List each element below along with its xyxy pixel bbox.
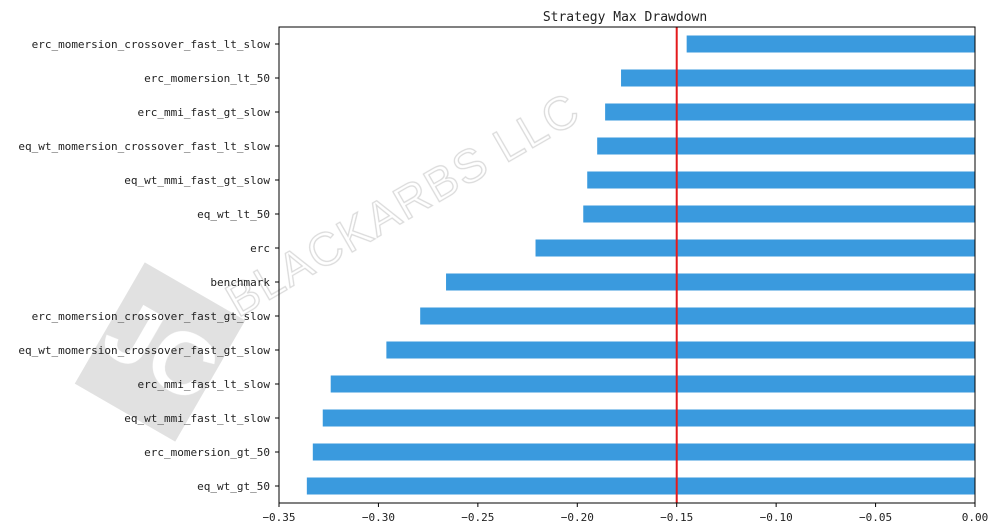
bar-erc_momersion_gt_50 [312, 443, 975, 461]
y-tick-label: erc_momersion_lt_50 [144, 72, 270, 85]
bar-eq_wt_momersion_crossover_fast_gt_slow [386, 341, 976, 359]
y-tick-label: erc_momersion_crossover_fast_gt_slow [32, 310, 271, 323]
bars-group [306, 35, 976, 495]
x-tick-label: −0.10 [760, 511, 793, 524]
bar-eq_wt_gt_50 [306, 477, 976, 495]
y-tick-label: eq_wt_lt_50 [197, 208, 270, 221]
chart-title: Strategy Max Drawdown [543, 10, 707, 25]
x-tick-label: −0.25 [461, 511, 494, 524]
bar-erc_momersion_crossover_fast_gt_slow [420, 307, 975, 325]
y-tick-label: eq_wt_gt_50 [197, 480, 270, 493]
y-tick-label: erc_mmi_fast_gt_slow [138, 106, 271, 119]
bar-erc_momersion_crossover_fast_lt_slow [686, 35, 975, 53]
bar-benchmark [446, 273, 975, 291]
x-tick-label: −0.30 [362, 511, 395, 524]
bar-eq_wt_momersion_crossover_fast_lt_slow [597, 137, 975, 155]
y-tick-label: eq_wt_momersion_crossover_fast_lt_slow [18, 140, 270, 153]
bar-eq_wt_mmi_fast_lt_slow [322, 409, 976, 427]
x-tick-label: −0.35 [262, 511, 295, 524]
watermark-logo-tile [74, 262, 246, 442]
y-tick-label: benchmark [210, 276, 270, 289]
y-tick-label: erc [250, 242, 270, 255]
y-tick-label: eq_wt_mmi_fast_lt_slow [124, 412, 270, 425]
bar-erc_mmi_fast_lt_slow [330, 375, 975, 393]
y-tick-labels: erc_momersion_crossover_fast_lt_slow erc_… [18, 38, 279, 493]
y-tick-label: erc_momersion_gt_50 [144, 446, 270, 459]
x-tick-label: −0.15 [660, 511, 693, 524]
x-tick-label: −0.20 [561, 511, 594, 524]
plot-frame [278, 26, 976, 504]
bar-erc [535, 239, 975, 257]
bar-eq_wt_lt_50 [583, 205, 975, 223]
x-tick-label: 0.00 [962, 511, 989, 524]
y-tick-label: eq_wt_mmi_fast_gt_slow [124, 174, 270, 187]
x-tick-label: −0.05 [859, 511, 892, 524]
bar-erc_mmi_fast_gt_slow [605, 103, 975, 121]
bar-eq_wt_mmi_fast_gt_slow [587, 171, 975, 189]
y-tick-label: erc_mmi_fast_lt_slow [138, 378, 271, 391]
y-tick-label: eq_wt_momersion_crossover_fast_gt_slow [18, 344, 270, 357]
bar-erc_momersion_lt_50 [621, 69, 975, 87]
x-ticks: −0.35 −0.30 −0.25 −0.20 −0.15 −0.10 −0.05 0.00 [262, 503, 988, 524]
y-tick-label: erc_momersion_crossover_fast_lt_slow [32, 38, 271, 51]
